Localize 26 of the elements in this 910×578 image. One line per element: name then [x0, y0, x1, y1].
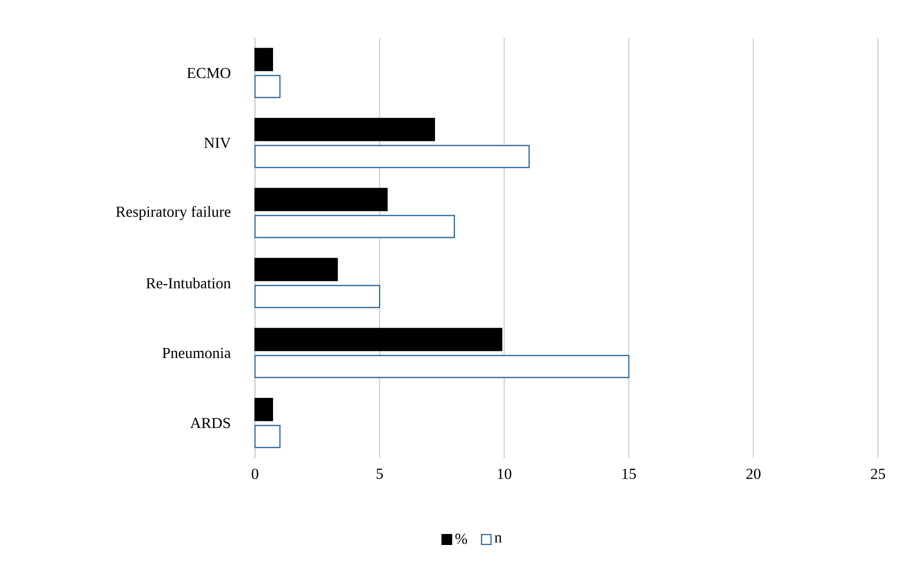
bar [254, 74, 281, 98]
x-tick-label: 25 [870, 468, 886, 479]
bar [254, 328, 502, 352]
y-tick-label: ECMO [187, 68, 230, 78]
y-tick-label: NIV [204, 138, 231, 148]
y-tick-label: Respiratory failure [116, 206, 230, 220]
bar [254, 354, 630, 378]
x-tick-label: 20 [746, 468, 760, 480]
legend-label: % [455, 534, 468, 544]
x-tick-label: 15 [622, 468, 636, 479]
y-tick-label: Pneumonia [162, 348, 231, 358]
x-tick-label: 10 [498, 468, 512, 480]
bar [254, 284, 380, 308]
bar [254, 424, 281, 448]
bar [254, 398, 274, 422]
bar [254, 48, 274, 72]
bar [254, 144, 530, 168]
bar [254, 188, 388, 212]
bar [254, 258, 338, 282]
x-tick-label: 5 [376, 468, 383, 479]
y-tick-label: Re-Intubation [146, 278, 231, 288]
legend-label: n [494, 535, 502, 542]
bar [254, 118, 436, 142]
bar [254, 214, 455, 238]
x-tick-label: 0 [252, 468, 258, 480]
y-tick-label: ARDS [190, 418, 230, 428]
